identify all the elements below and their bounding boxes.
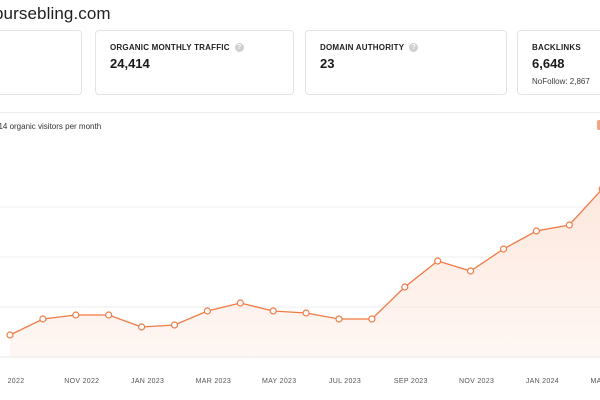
- x-tick-label: 2022: [8, 378, 25, 385]
- data-point[interactable]: [170, 321, 179, 329]
- backlinks-label: BACKLINKS: [532, 43, 581, 52]
- data-point[interactable]: [302, 309, 310, 317]
- data-point[interactable]: [532, 227, 541, 235]
- backlinks-nofollow: NoFollow: 2,867: [532, 77, 590, 86]
- x-tick-label: MAY 2023: [262, 378, 296, 385]
- x-tick-label: JAN 2024: [526, 378, 559, 385]
- traffic-chart-panel: [0, 112, 600, 400]
- data-point[interactable]: [138, 323, 146, 331]
- organic-traffic-value: 24,414: [110, 56, 150, 71]
- organic-traffic-label: ORGANIC MONTHLY TRAFFIC: [110, 43, 230, 52]
- overview-card-partial: [0, 30, 82, 95]
- legend-swatch[interactable]: [597, 120, 600, 130]
- organic-traffic-label-row: ORGANIC MONTHLY TRAFFIC ?: [110, 43, 244, 52]
- data-point[interactable]: [335, 315, 343, 323]
- x-tick-label: SEP 2023: [394, 378, 428, 385]
- domain-authority-value: 23: [320, 56, 335, 71]
- info-icon[interactable]: ?: [234, 43, 244, 52]
- traffic-line: [9, 190, 600, 336]
- data-point[interactable]: [6, 331, 14, 339]
- traffic-area-fill: [10, 191, 600, 357]
- domain-authority-label-row: DOMAIN AUTHORITY ?: [320, 43, 419, 52]
- backlinks-label-row: BACKLINKS: [532, 43, 581, 52]
- data-point[interactable]: [401, 283, 409, 291]
- data-point[interactable]: [434, 257, 442, 265]
- organic-traffic-card[interactable]: ORGANIC MONTHLY TRAFFIC ? 24,414: [95, 30, 294, 95]
- x-tick-label: NOV 2022: [64, 378, 99, 385]
- data-point[interactable]: [72, 311, 80, 319]
- data-point[interactable]: [236, 299, 244, 307]
- data-point[interactable]: [39, 315, 47, 323]
- info-icon[interactable]: ?: [409, 43, 419, 52]
- backlinks-card[interactable]: BACKLINKS 6,648 NoFollow: 2,867: [517, 30, 600, 95]
- x-tick-label: JUL 2023: [329, 378, 361, 385]
- x-tick-label: NOV 2023: [459, 378, 494, 385]
- chart-caption: 414 organic visitors per month: [0, 122, 102, 131]
- data-point[interactable]: [565, 221, 573, 229]
- data-point[interactable]: [269, 307, 277, 315]
- data-point[interactable]: [499, 245, 508, 253]
- data-point[interactable]: [203, 307, 211, 315]
- data-point[interactable]: [105, 311, 113, 319]
- site-domain-title: pursebling.com: [0, 4, 111, 23]
- x-tick-label: MAR 2023: [196, 378, 231, 385]
- backlinks-value: 6,648: [532, 56, 565, 71]
- domain-authority-label: DOMAIN AUTHORITY: [320, 43, 405, 52]
- x-tick-label: MAR 2024: [590, 378, 600, 385]
- x-tick-label: JAN 2023: [131, 378, 164, 385]
- data-point[interactable]: [368, 315, 376, 323]
- data-point[interactable]: [467, 267, 475, 275]
- domain-authority-card[interactable]: DOMAIN AUTHORITY ? 23: [305, 30, 507, 95]
